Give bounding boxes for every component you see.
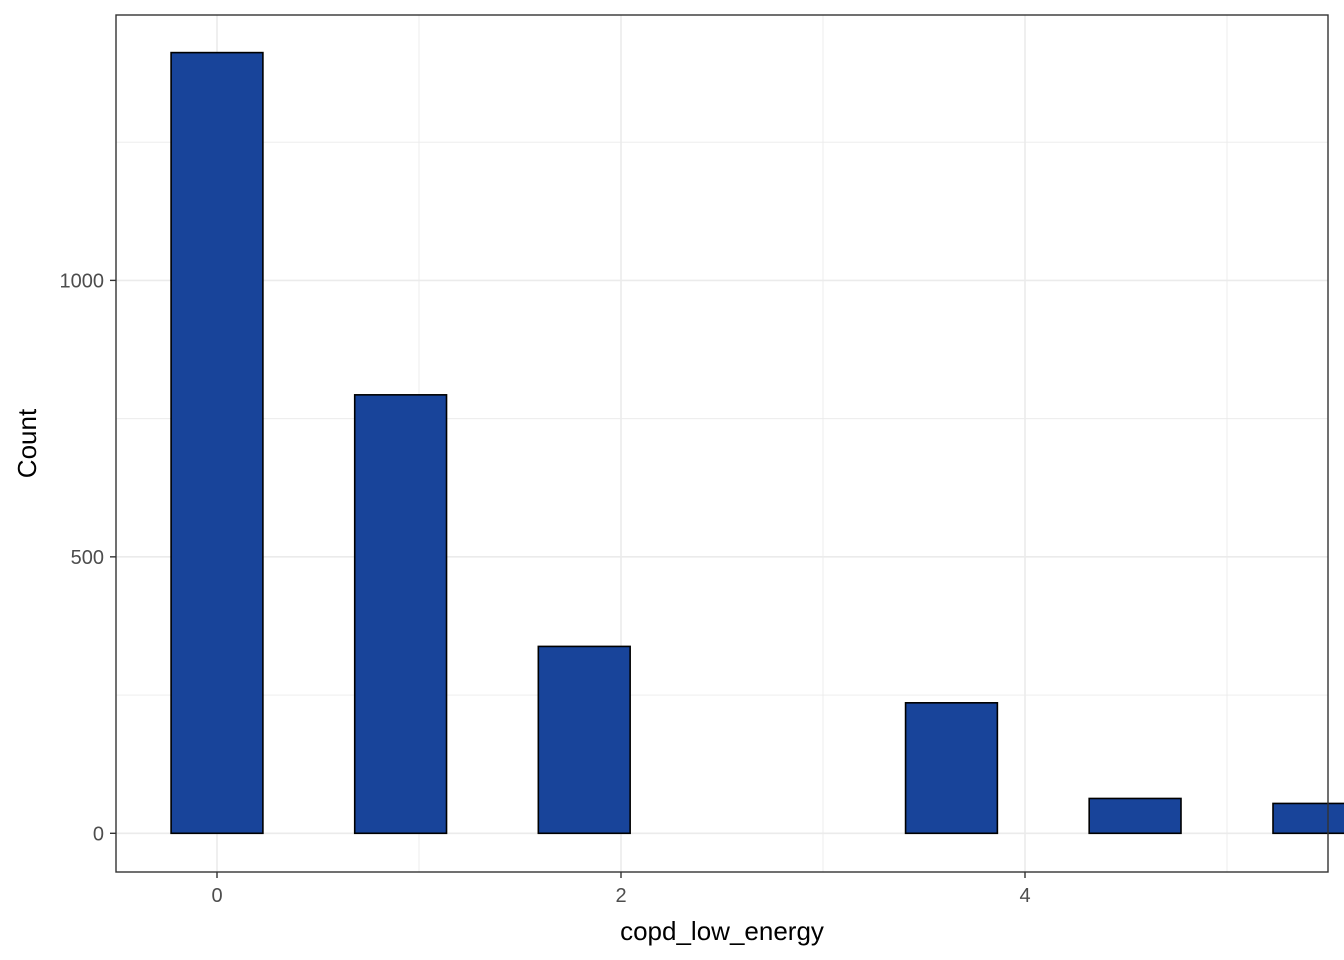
- histogram-bar: [904, 702, 999, 835]
- x-tick-label: 0: [211, 885, 222, 907]
- histogram-bar: [1272, 802, 1344, 835]
- x-tick-label: 2: [615, 885, 626, 907]
- y-tick-label: 500: [71, 547, 104, 569]
- y-tick-label: 1000: [60, 270, 105, 292]
- histogram-bar: [1088, 797, 1182, 835]
- x-tick-label: 4: [1019, 885, 1030, 907]
- histogram-bar: [537, 645, 631, 835]
- y-tick-label: 0: [93, 823, 104, 845]
- bars: [170, 51, 1344, 835]
- panel-border: [115, 14, 1329, 873]
- axes: 0 500 1000 0 2 4: [60, 270, 1031, 907]
- y-axis-title: Count: [12, 408, 42, 478]
- histogram-bar: [353, 394, 448, 835]
- x-axis-title: copd_low_energy: [620, 916, 824, 946]
- histogram-bar: [170, 51, 264, 835]
